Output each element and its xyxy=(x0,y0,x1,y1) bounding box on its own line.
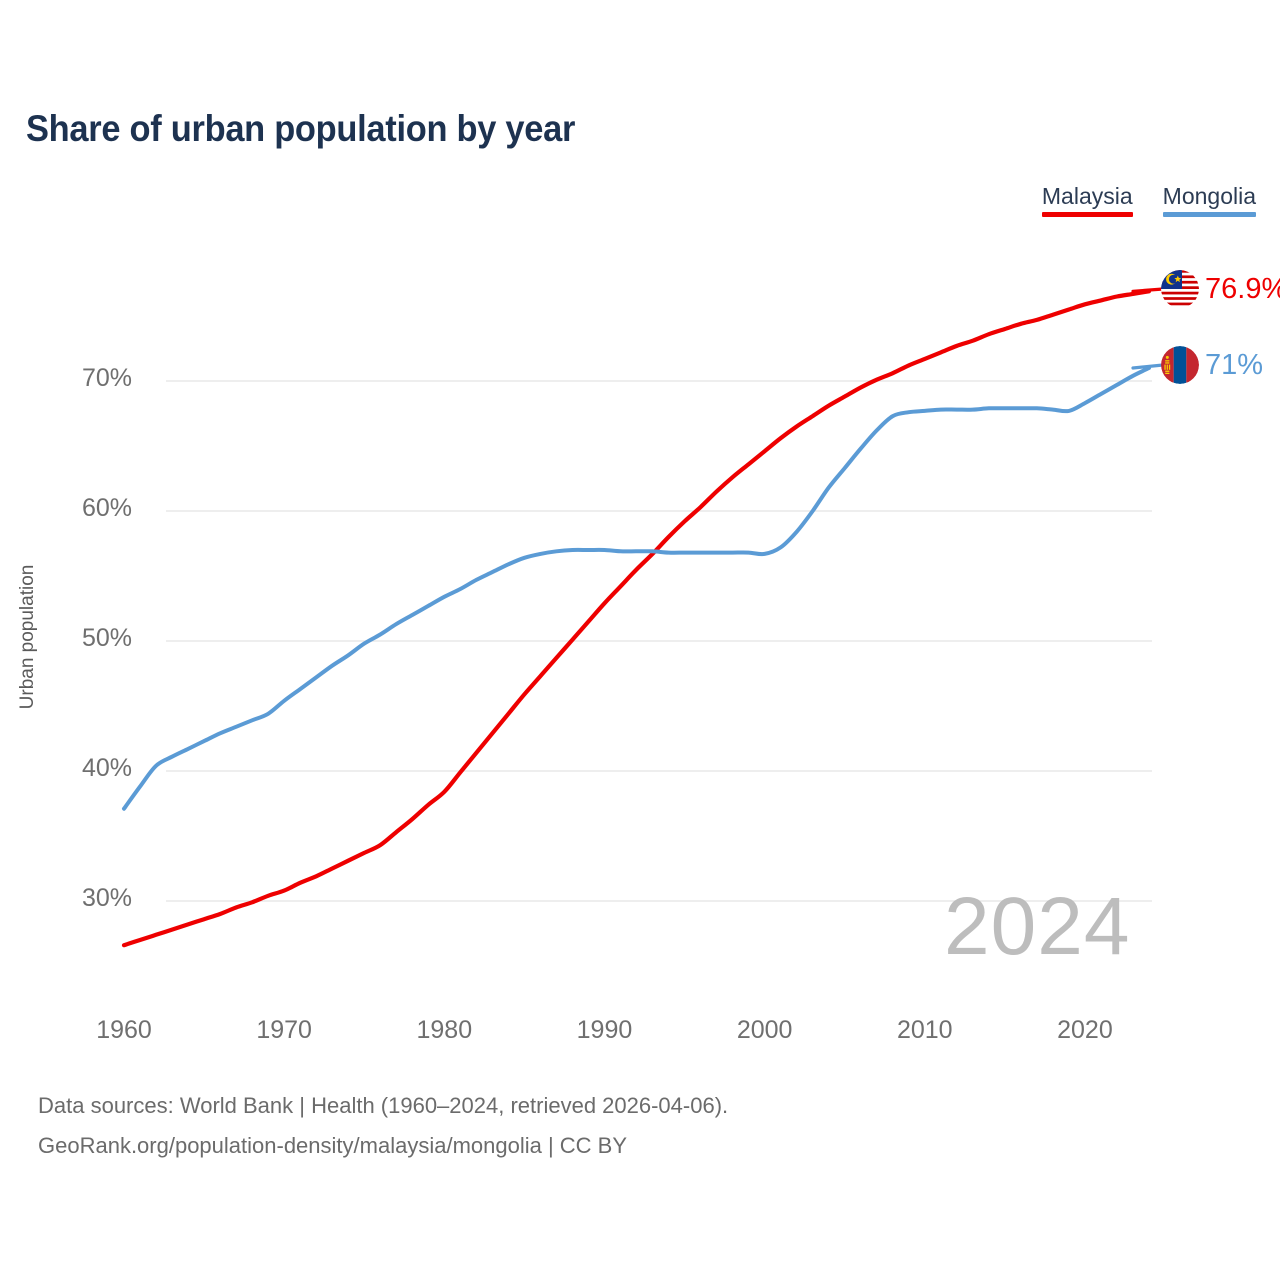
gridlines xyxy=(166,380,1152,902)
mongolia-flag-icon xyxy=(1161,346,1199,384)
end-label-mongolia: 71% xyxy=(1161,346,1263,384)
footer-line-sources: Data sources: World Bank | Health (1960–… xyxy=(38,1093,729,1118)
x-axis-tick-label: 1990 xyxy=(576,1016,633,1044)
y-axis-label: Urban population xyxy=(17,564,38,710)
legend-label-malaysia: Malaysia xyxy=(1041,183,1133,209)
x-axis-tick-label: 1980 xyxy=(416,1016,473,1044)
y-axis-tick-label: 40% xyxy=(81,754,132,782)
legend-item-mongolia[interactable]: Mongolia xyxy=(1162,183,1256,217)
y-axis-tick-label: 60% xyxy=(81,494,132,522)
y-axis-tick-label: 30% xyxy=(81,884,132,912)
end-label-malaysia: 76.9% xyxy=(1161,270,1280,308)
x-axis-ticks: 1960 1970 1980 1990 2000 2010 2020 xyxy=(0,1016,1280,1056)
y-axis-tick-label: 70% xyxy=(81,364,132,392)
x-axis-tick-label: 1960 xyxy=(96,1016,152,1044)
y-axis-tick-label: 50% xyxy=(81,624,132,652)
page-title: Share of urban population by year xyxy=(26,108,576,149)
x-axis-tick-label: 2020 xyxy=(1057,1016,1113,1044)
series-line-malaysia xyxy=(121,289,1152,948)
end-label-connector xyxy=(1131,363,1165,370)
end-value-malaysia: 76.9% xyxy=(1205,272,1280,305)
x-axis-tick-label: 2000 xyxy=(736,1016,793,1044)
series-lines xyxy=(121,289,1152,948)
malaysia-flag-icon xyxy=(1161,270,1199,308)
y-axis-ticks: 30% 40% 50% 60% 70% xyxy=(0,0,132,1280)
chart-legend: Malaysia Mongolia xyxy=(1041,183,1256,217)
series-line-mongolia xyxy=(122,366,1151,811)
legend-item-malaysia[interactable]: Malaysia xyxy=(1041,183,1133,217)
year-watermark: 2024 xyxy=(944,881,1131,972)
x-axis-tick-label: 2010 xyxy=(896,1016,953,1044)
legend-color-swatch-malaysia xyxy=(1041,212,1133,217)
legend-label-mongolia: Mongolia xyxy=(1162,183,1256,209)
footer-line-url: GeoRank.org/population-density/malaysia/… xyxy=(38,1133,628,1158)
end-label-connectors xyxy=(1131,287,1165,370)
end-label-connector xyxy=(1131,287,1165,293)
end-value-mongolia: 71% xyxy=(1205,348,1264,381)
footer-attribution: Data sources: World Bank | Health (1960–… xyxy=(38,1086,728,1166)
legend-color-swatch-mongolia xyxy=(1162,212,1256,217)
x-axis-tick-label: 1970 xyxy=(256,1016,312,1044)
